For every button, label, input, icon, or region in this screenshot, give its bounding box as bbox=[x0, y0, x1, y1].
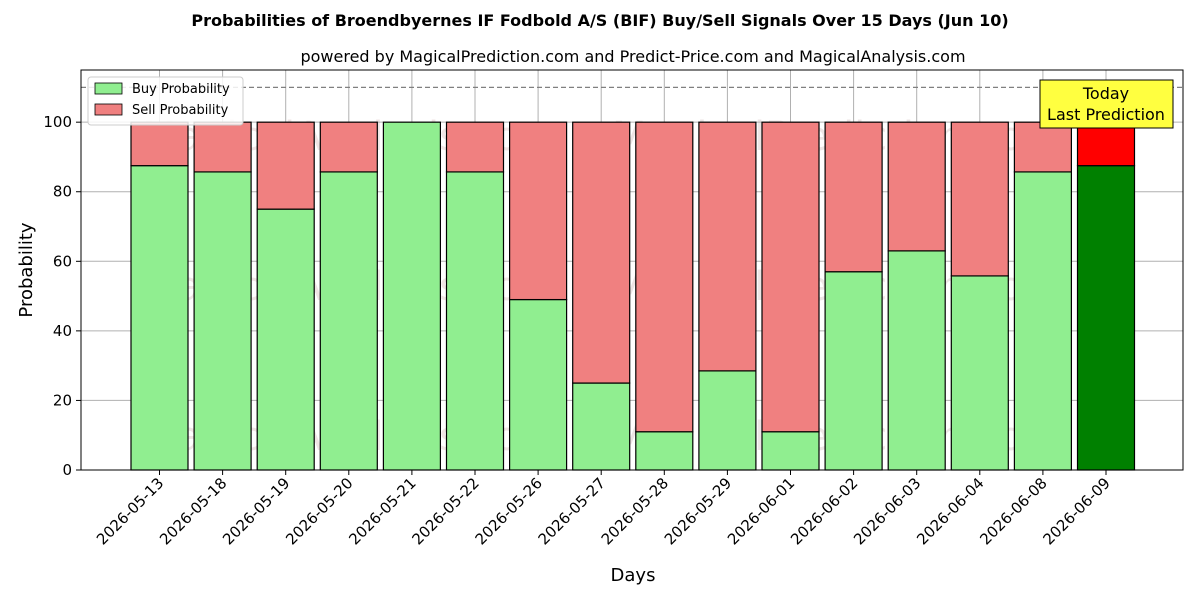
bar-buy-2026-05-22 bbox=[445, 171, 505, 471]
bar-buy-2026-05-20 bbox=[319, 171, 378, 471]
bar-sell-2026-05-27 bbox=[572, 121, 631, 384]
x-tick-label: 2026-05-28 bbox=[598, 474, 672, 548]
annotation-line2: Last Prediction bbox=[1047, 105, 1165, 124]
legend-label-sell: Sell Probability bbox=[132, 103, 229, 118]
bar-sell-2026-05-26 bbox=[509, 121, 568, 301]
x-tick-label: 2026-05-29 bbox=[661, 474, 735, 548]
x-tick-label: 2026-05-26 bbox=[472, 474, 546, 548]
bar-layer bbox=[130, 121, 1136, 471]
y-tick-label: 80 bbox=[53, 183, 72, 201]
legend: Buy Probability Sell Probability bbox=[87, 76, 244, 126]
legend-swatch-buy bbox=[94, 82, 123, 95]
x-tick-label: 2026-05-22 bbox=[408, 474, 482, 548]
bar-buy-2026-05-18 bbox=[193, 171, 252, 471]
x-tick-label: 2026-05-13 bbox=[93, 474, 167, 548]
y-tick-label: 40 bbox=[53, 322, 72, 340]
x-tick-label: 2026-05-27 bbox=[535, 474, 609, 548]
bar-buy-2026-06-09 bbox=[1076, 165, 1136, 471]
y-tick-label: 60 bbox=[53, 252, 72, 270]
y-tick-label: 20 bbox=[53, 391, 72, 409]
today-annotation: Today Last Prediction bbox=[1039, 79, 1174, 129]
annotation-box bbox=[1039, 79, 1174, 129]
bar-buy-2026-06-02 bbox=[824, 271, 883, 471]
bar-buy-2026-06-08 bbox=[1013, 171, 1073, 471]
x-tick-label: 2026-06-04 bbox=[913, 474, 987, 548]
bar-sell-2026-06-03 bbox=[887, 121, 946, 252]
bar-sell-2026-05-18 bbox=[193, 121, 252, 173]
bar-sell-2026-06-02 bbox=[824, 121, 883, 273]
bar-sell-2026-05-22 bbox=[445, 121, 505, 173]
bar-buy-2026-05-26 bbox=[509, 298, 568, 471]
bar-sell-2026-06-09 bbox=[1076, 121, 1136, 167]
bar-buy-2026-05-21 bbox=[382, 121, 441, 471]
bar-sell-2026-06-01 bbox=[761, 121, 820, 433]
bar-buy-2026-06-04 bbox=[950, 275, 1009, 471]
annotation-line1: Today bbox=[1082, 84, 1129, 103]
bar-sell-2026-06-08 bbox=[1013, 121, 1073, 173]
plot-frame bbox=[80, 69, 1184, 471]
x-tick-label: 2026-06-03 bbox=[850, 474, 924, 548]
x-tick-label: 2026-05-19 bbox=[219, 474, 293, 548]
legend-label-buy: Buy Probability bbox=[132, 82, 230, 97]
chart-title: Probabilities of Broendbyernes IF Fodbol… bbox=[191, 11, 1008, 30]
legend-frame bbox=[87, 76, 244, 126]
x-tick-label: 2026-05-20 bbox=[282, 474, 356, 548]
chart-subtitle: powered by MagicalPrediction.com and Pre… bbox=[300, 47, 965, 66]
y-tick-label: 100 bbox=[43, 113, 72, 131]
x-tick-label: 2026-06-08 bbox=[976, 474, 1050, 548]
bar-sell-2026-05-13 bbox=[130, 121, 189, 167]
x-tick-label: 2026-05-21 bbox=[345, 474, 419, 548]
x-axis: 2026-05-132026-05-182026-05-192026-05-20… bbox=[93, 470, 1114, 548]
bar-sell-2026-05-28 bbox=[635, 121, 694, 433]
bar-buy-2026-05-13 bbox=[130, 165, 189, 471]
x-tick-label: 2026-05-18 bbox=[156, 474, 230, 548]
bar-buy-2026-06-01 bbox=[761, 431, 820, 471]
y-axis-label: Probability bbox=[16, 222, 37, 317]
bar-sell-2026-05-29 bbox=[698, 121, 757, 372]
y-axis: 0 20 40 60 80 100 bbox=[43, 113, 81, 479]
bar-buy-2026-05-29 bbox=[698, 370, 757, 471]
x-tick-label: 2026-06-01 bbox=[724, 474, 798, 548]
x-tick-label: 2026-06-02 bbox=[787, 474, 861, 548]
bar-sell-2026-05-20 bbox=[319, 121, 378, 173]
bar-buy-2026-05-19 bbox=[256, 208, 315, 471]
bar-buy-2026-05-28 bbox=[635, 431, 694, 471]
bar-sell-2026-06-04 bbox=[950, 121, 1009, 277]
bar-sell-2026-05-19 bbox=[256, 121, 315, 210]
x-axis-label: Days bbox=[611, 565, 656, 586]
x-tick-label: 2026-06-09 bbox=[1039, 474, 1113, 548]
y-tick-label: 0 bbox=[62, 461, 72, 479]
bar-buy-2026-06-03 bbox=[887, 250, 946, 471]
legend-swatch-sell bbox=[94, 103, 123, 116]
bar-buy-2026-05-27 bbox=[572, 382, 631, 471]
